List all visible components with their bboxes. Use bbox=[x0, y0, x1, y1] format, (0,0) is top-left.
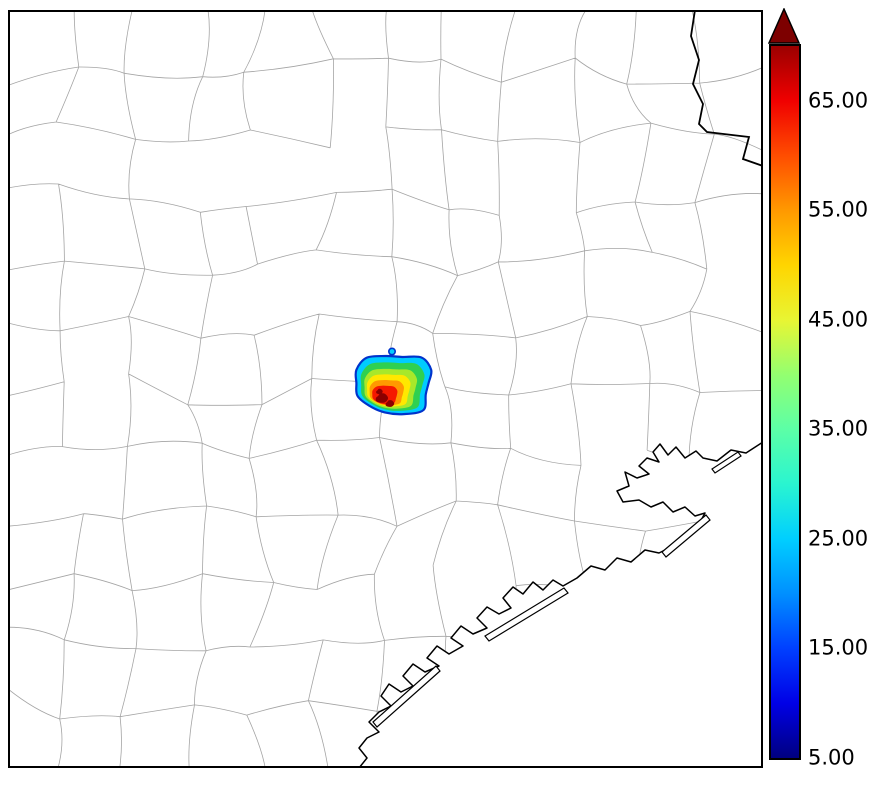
map-canvas bbox=[8, 10, 763, 768]
colorbar-tick-65: 65.00 bbox=[808, 88, 869, 113]
colorbar-tick-25: 25.00 bbox=[808, 526, 869, 551]
map-panel bbox=[8, 10, 763, 768]
colorbar: 65.00 55.00 45.00 35.00 25.00 15.00 5.00 bbox=[768, 8, 894, 774]
colorbar-arrow-icon bbox=[768, 8, 800, 44]
colorbar-tick-45: 45.00 bbox=[808, 307, 869, 332]
colorbar-tick-35: 35.00 bbox=[808, 416, 869, 441]
colorbar-tick-55: 55.00 bbox=[808, 197, 869, 222]
colorbar-gradient bbox=[769, 44, 801, 760]
colorbar-tick-15: 15.00 bbox=[808, 635, 869, 660]
colorbar-labels: 65.00 55.00 45.00 35.00 25.00 15.00 5.00 bbox=[808, 46, 892, 768]
colorbar-tick-5: 5.00 bbox=[808, 745, 855, 770]
